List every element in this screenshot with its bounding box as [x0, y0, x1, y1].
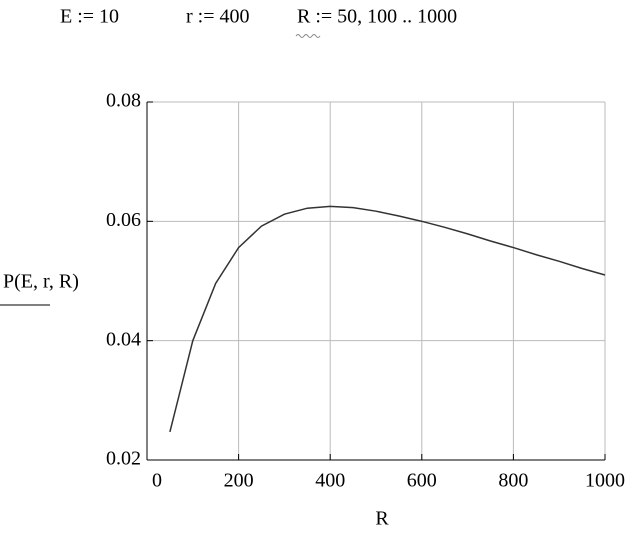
y-tick-label: 0.02 — [106, 448, 141, 470]
definition: r := 400 — [186, 6, 250, 28]
x-tick-label: 800 — [498, 470, 528, 492]
x-axis-label: R — [375, 508, 389, 530]
definition: E := 10 — [60, 6, 119, 28]
x-tick-label: 1000 — [585, 470, 625, 492]
y-axis-label: P(E, r, R) — [3, 271, 79, 293]
x-tick-label: 600 — [407, 470, 437, 492]
x-tick-label: 400 — [315, 470, 345, 492]
x-tick-label: 200 — [224, 470, 254, 492]
definition: R := 50, 100 .. 1000 — [297, 6, 457, 28]
x-tick-label: 0 — [152, 470, 162, 492]
y-tick-label: 0.04 — [106, 328, 141, 350]
wavy-underline — [295, 34, 321, 38]
y-tick-label: 0.08 — [106, 90, 141, 112]
data-line — [169, 205, 606, 433]
y-tick-label: 0.06 — [106, 209, 141, 231]
